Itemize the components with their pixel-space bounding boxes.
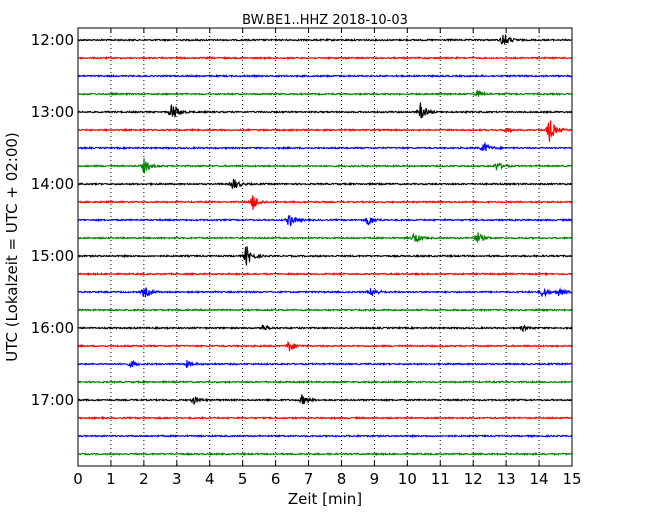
x-axis-label: Zeit [min]	[288, 490, 362, 508]
x-tick-label: 9	[370, 470, 380, 488]
trace-line	[77, 178, 573, 190]
x-tick-label: 12	[464, 470, 483, 488]
x-tick-label: 5	[238, 470, 248, 488]
plot-frame	[77, 27, 573, 467]
seismic-traces	[77, 34, 573, 457]
x-tick-label: 6	[271, 470, 281, 488]
x-tick-label: 13	[497, 470, 516, 488]
y-tick-label: 12:00	[31, 31, 74, 49]
trace-line	[77, 307, 573, 313]
y-tick-label: 17:00	[31, 391, 74, 409]
x-tick-label: 1	[106, 470, 116, 488]
x-tick-label: 7	[304, 470, 314, 488]
x-tick-label: 4	[205, 470, 215, 488]
trace-line	[77, 324, 573, 332]
trace-line	[77, 34, 573, 46]
trace-line	[77, 451, 573, 457]
y-axis-label: UTC (Lokalzeit = UTC + 02:00)	[3, 132, 21, 362]
x-tick-label: 3	[172, 470, 182, 488]
trace-line	[77, 195, 573, 210]
trace-line	[77, 246, 573, 266]
trace-line	[77, 55, 573, 61]
trace-line	[77, 89, 573, 97]
trace-line	[77, 379, 573, 385]
x-tick-label: 8	[337, 470, 347, 488]
x-tick-label: 10	[398, 470, 417, 488]
chart-title: BW.BE1..HHZ 2018-10-03	[242, 13, 408, 28]
y-tick-label: 15:00	[31, 247, 74, 265]
trace-line	[77, 271, 573, 277]
x-tick-label: 0	[73, 470, 83, 488]
trace-line	[77, 120, 573, 142]
trace-line	[77, 215, 573, 227]
x-tick-label: 14	[530, 470, 549, 488]
trace-line	[77, 394, 573, 405]
trace-line	[77, 232, 573, 244]
x-tick-label: 15	[562, 470, 581, 488]
trace-line	[77, 287, 573, 298]
y-tick-label: 13:00	[31, 103, 74, 121]
trace-line	[77, 141, 573, 152]
trace-line	[77, 415, 573, 421]
x-tick-label: 2	[139, 470, 149, 488]
y-tick-label: 14:00	[31, 175, 74, 193]
trace-line	[77, 359, 573, 369]
trace-line	[77, 73, 573, 79]
x-tick-label: 11	[431, 470, 450, 488]
trace-line	[77, 433, 573, 439]
y-tick-label: 16:00	[31, 319, 74, 337]
trace-line	[77, 340, 573, 352]
axis-ticks: 0 1 2 3 4 5 6 7 8 9 10 11 12 13 14 1512:0013:0014:0015:…	[31, 28, 582, 488]
trace-line	[77, 102, 573, 119]
trace-line	[77, 157, 573, 174]
